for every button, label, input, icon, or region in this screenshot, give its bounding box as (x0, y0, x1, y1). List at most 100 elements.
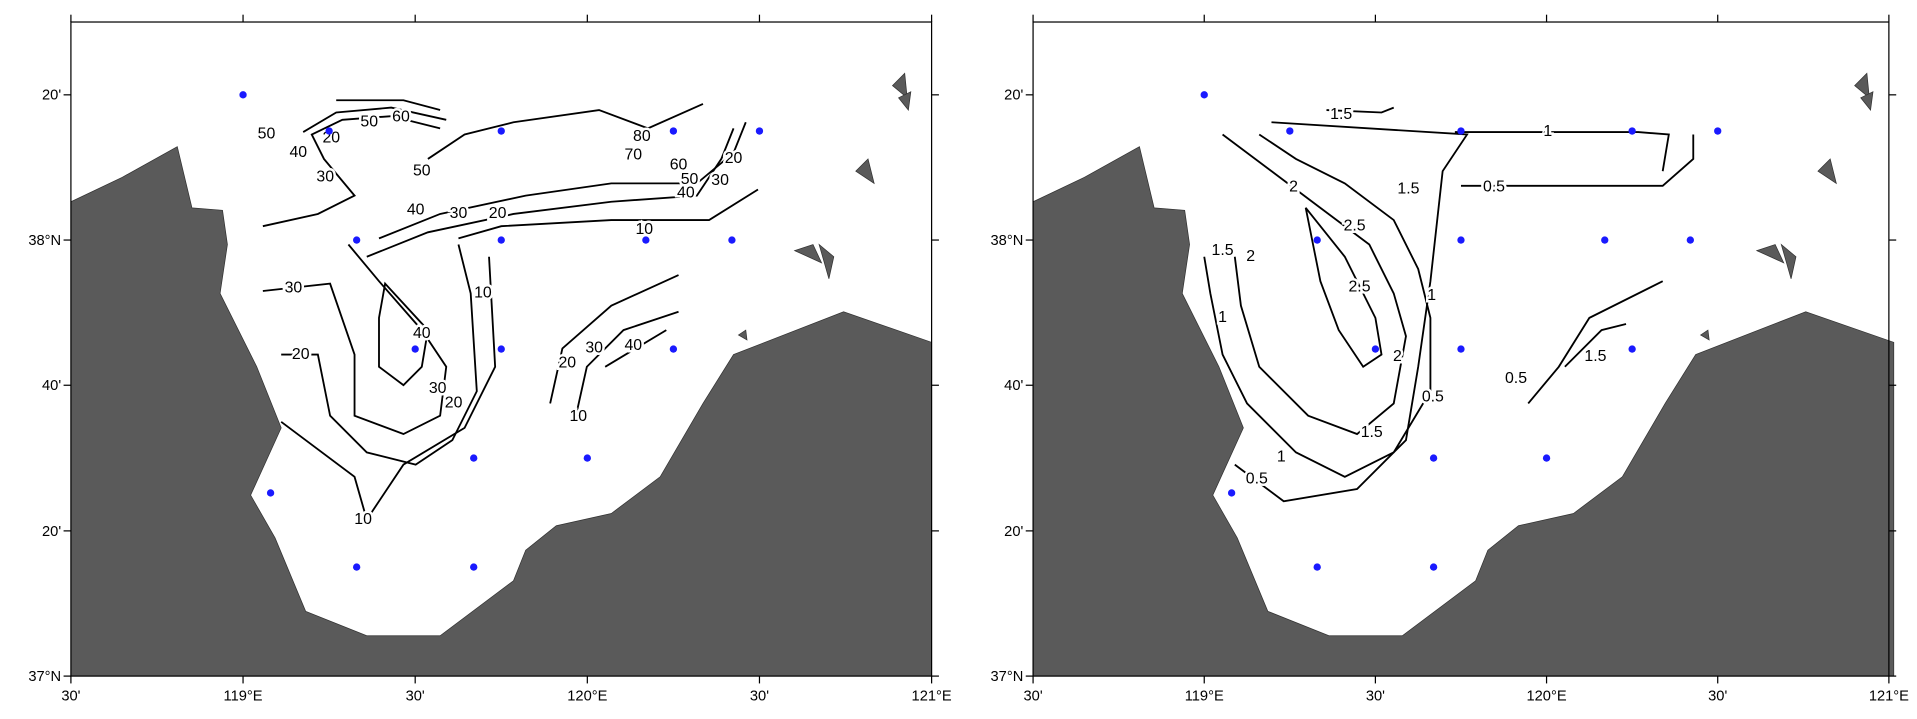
station (352, 563, 361, 571)
station (1429, 454, 1438, 462)
y-tick-label: 20' (1004, 88, 1023, 104)
station (1686, 236, 1695, 244)
station (642, 236, 650, 244)
station (325, 127, 333, 135)
y-tick-label: 20' (42, 88, 61, 104)
station (1542, 454, 1551, 462)
contour-label: 1.5 (1397, 181, 1419, 198)
contour-label: 30 (285, 280, 303, 297)
x-tick-label: 119°E (224, 689, 263, 705)
contour-label: 60 (392, 109, 410, 126)
contour-label: 1.5 (1212, 242, 1234, 259)
y-tick-label: 38°N (28, 233, 61, 249)
contour-label: 2 (1246, 248, 1255, 265)
station (1457, 127, 1465, 135)
station (1457, 236, 1465, 244)
station (497, 345, 505, 353)
x-tick-label: 30' (1024, 689, 1043, 705)
station (1286, 127, 1294, 135)
contour-label: 1 (1277, 448, 1286, 465)
contour-label: 2 (1289, 178, 1298, 195)
station (1227, 489, 1236, 497)
x-tick-label: 30' (1708, 689, 1727, 705)
contour-label: 1.5 (1330, 106, 1352, 123)
station (1200, 91, 1208, 99)
right-panel (1032, 72, 1895, 677)
contour-label: 20 (489, 205, 507, 222)
station (1628, 345, 1636, 353)
contour-label: 40 (413, 325, 431, 342)
station (411, 345, 419, 353)
land (1032, 72, 1895, 677)
station (239, 91, 247, 99)
station (669, 127, 678, 135)
station (1628, 127, 1636, 135)
contour-label: 10 (569, 408, 587, 425)
station (470, 454, 478, 462)
station (266, 489, 275, 497)
station (583, 454, 591, 462)
contour-label: 2.5 (1348, 279, 1370, 296)
y-tick-label: 20' (1004, 524, 1023, 540)
y-tick-label: 20' (42, 524, 61, 540)
contour-label: 0.5 (1483, 178, 1505, 195)
contour-label: 1 (1427, 287, 1436, 304)
x-tick-label: 120°E (567, 689, 607, 705)
station (669, 345, 678, 353)
contour-label: 30 (450, 205, 468, 222)
contour-label: 50 (413, 162, 431, 179)
x-tick-label: 121°E (912, 689, 952, 705)
station (1714, 127, 1722, 135)
station (1457, 345, 1465, 353)
contour-label: 30 (711, 172, 729, 189)
contour-label: 40 (289, 144, 307, 161)
land (70, 72, 933, 677)
station (1371, 345, 1380, 353)
contour-label: 50 (258, 126, 276, 143)
contour-label: 0.5 (1422, 389, 1444, 406)
x-tick-label: 30' (406, 689, 425, 705)
contour-label: 80 (633, 128, 651, 145)
frame (1032, 21, 1890, 677)
x-tick-label: 121°E (1869, 689, 1909, 705)
contour-label: 20 (445, 395, 463, 412)
station (1313, 236, 1321, 244)
x-tick-label: 30' (1366, 689, 1385, 705)
contour-label: 30 (316, 168, 334, 185)
contour-label: 10 (354, 511, 372, 528)
x-tick-label: 119°E (1185, 689, 1224, 705)
contour-label: 50 (360, 113, 378, 130)
station (1313, 563, 1321, 571)
contour-label: 40 (407, 201, 425, 218)
station (1429, 563, 1438, 571)
contour-label: 10 (635, 221, 653, 238)
x-tick-label: 30' (61, 689, 80, 705)
station (470, 563, 478, 571)
station (352, 236, 361, 244)
contour-label: 1 (1543, 123, 1552, 140)
station (1601, 236, 1609, 244)
left-panel (70, 72, 933, 677)
station (497, 127, 505, 135)
y-tick-label: 40' (1004, 378, 1023, 394)
contour-label: 1 (1218, 309, 1227, 326)
contour-label: 30 (585, 340, 603, 357)
contours (1203, 106, 1695, 503)
y-tick-label: 38°N (991, 233, 1024, 249)
contour-label: 30 (429, 380, 447, 397)
y-tick-label: 40' (42, 378, 61, 394)
contour-label: 10 (474, 285, 492, 302)
contour-label: 0.5 (1505, 370, 1527, 387)
y-tick-label: 37°N (991, 669, 1024, 685)
contour-label: 2 (1393, 348, 1402, 365)
contour-label: 20 (558, 354, 576, 371)
station (728, 236, 736, 244)
x-tick-label: 30' (750, 689, 769, 705)
contours (262, 99, 759, 522)
contour-label: 50 (681, 171, 699, 188)
contour-label: 60 (670, 156, 688, 173)
contour-label: 70 (624, 146, 642, 163)
station (755, 127, 764, 135)
contour-label: 2.5 (1344, 217, 1366, 234)
